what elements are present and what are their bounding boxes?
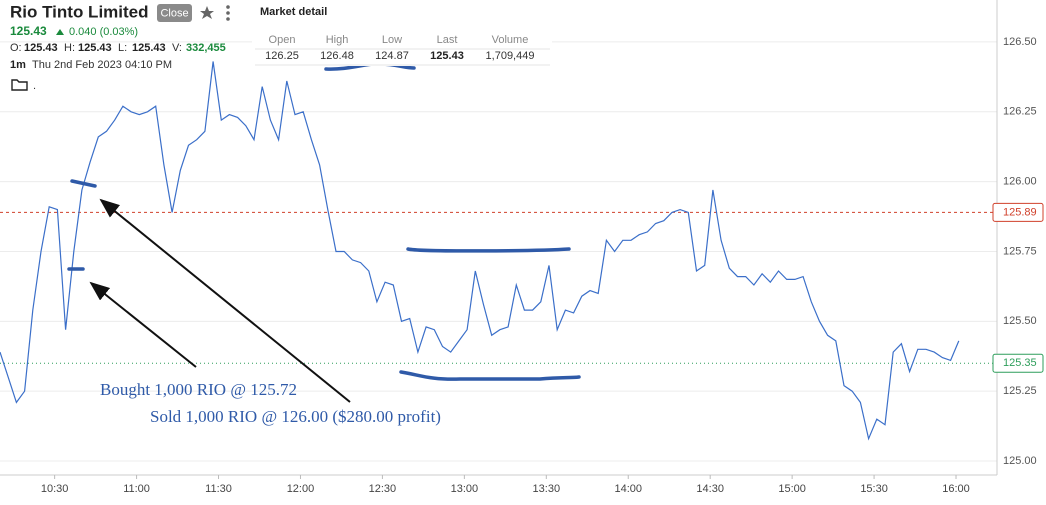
menu-icon[interactable]	[226, 5, 230, 21]
folder-icon[interactable]	[11, 79, 28, 91]
column-header: Volume	[492, 34, 529, 46]
ref-label-box	[992, 353, 1044, 373]
up-icon	[56, 29, 64, 35]
price: 125.43	[10, 24, 47, 38]
market-detail-bg	[252, 0, 552, 66]
market-detail-title: Market detail	[260, 6, 327, 18]
star-icon[interactable]	[200, 6, 214, 19]
column-value: 1,709,449	[486, 50, 535, 62]
ohlcv-value: 125.43	[78, 42, 112, 54]
y-tick-label: 126.25	[1003, 106, 1037, 118]
interval: 1m	[10, 59, 26, 71]
annotation: Sold 1,000 RIO @ 126.00 ($280.00 profit)	[150, 407, 441, 426]
ohlcv-label: L:	[118, 42, 127, 54]
ohlcv-value: 125.43	[24, 42, 58, 54]
column-value: 125.43	[430, 50, 464, 62]
column-value: 126.25	[265, 50, 299, 62]
column-value: 126.48	[320, 50, 354, 62]
x-tick-label: 15:00	[778, 483, 806, 495]
arrow	[89, 281, 197, 368]
title: Rio Tinto Limited	[10, 2, 149, 21]
price-line	[0, 61, 960, 441]
x-tick-label: 10:30	[41, 483, 69, 495]
change: 0.040 (0.03%)	[69, 26, 138, 38]
ohlcv-value: 332,455	[186, 42, 226, 54]
x-tick-label: 11:00	[123, 483, 150, 495]
x-tick-label: 16:00	[942, 483, 970, 495]
x-tick-label: 13:30	[533, 483, 561, 495]
column-header: High	[326, 34, 349, 46]
ohlcv-label: O:	[10, 42, 22, 54]
arrow	[99, 198, 351, 403]
x-tick-label: 14:30	[696, 483, 724, 495]
y-tick-label: 125.25	[1003, 385, 1037, 397]
ohlcv-value: 125.43	[132, 42, 166, 54]
y-tick-label: 125.50	[1003, 315, 1037, 327]
y-tick-label: 126.50	[1003, 36, 1037, 48]
x-tick-label: 13:00	[451, 483, 479, 495]
folder-label: .	[33, 80, 36, 92]
column-value: 124.87	[375, 50, 409, 62]
x-tick-label: 12:30	[369, 483, 397, 495]
drawings	[67, 62, 581, 381]
y-tick-label: 126.00	[1003, 176, 1037, 188]
header: Rio Tinto Limited Close 125.43 0.040 (0.…	[10, 2, 230, 92]
column-header: Low	[382, 34, 402, 46]
sold-mark	[70, 179, 97, 188]
x-tick-label: 15:30	[860, 483, 888, 495]
x-tick-label: 11:30	[205, 483, 232, 495]
close-button[interactable]	[157, 4, 192, 22]
x-tick-label: 12:00	[287, 483, 315, 495]
resistance-stroke	[406, 247, 571, 253]
ref-label: 125.89	[1003, 206, 1037, 218]
ohlcv: O: 125.43 H: 125.43 L: 125.43 V: 332,455	[10, 42, 226, 54]
annotation: Bought 1,000 RIO @ 125.72	[100, 380, 297, 399]
column-header: Last	[437, 34, 458, 46]
x-tick-label: 14:00	[614, 483, 642, 495]
ohlcv-label: V:	[172, 42, 182, 54]
market-detail: Market detail Open 126.25 High 126.48 Low 124…	[252, 0, 552, 66]
ref-label: 125.35	[1003, 357, 1037, 369]
ohlcv-label: H:	[64, 42, 75, 54]
ref-label-box	[992, 202, 1044, 222]
close-label[interactable]: Close	[160, 7, 188, 19]
support-stroke	[399, 370, 581, 381]
datetime: Thu 2nd Feb 2023 04:10 PM	[32, 59, 172, 71]
y-tick-label: 125.75	[1003, 245, 1037, 257]
y-tick-label: 125.00	[1003, 455, 1037, 467]
column-header: Open	[269, 34, 296, 46]
